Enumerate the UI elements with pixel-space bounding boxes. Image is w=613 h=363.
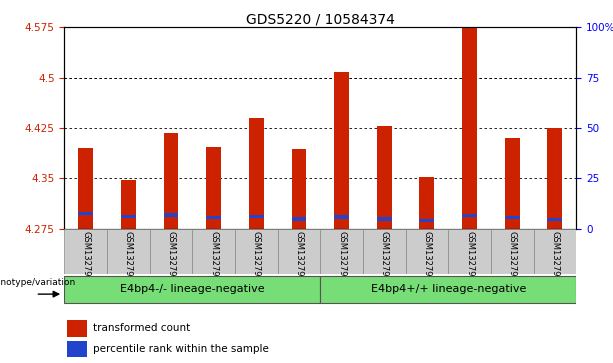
Bar xyxy=(150,229,192,274)
Bar xyxy=(292,217,306,221)
Bar xyxy=(121,218,136,229)
Bar xyxy=(64,229,107,274)
Bar xyxy=(377,126,392,217)
Text: transformed count: transformed count xyxy=(93,323,190,334)
Text: GSM1327931: GSM1327931 xyxy=(337,231,346,287)
Bar xyxy=(67,340,86,357)
Bar xyxy=(121,180,136,215)
Bar xyxy=(164,217,178,229)
Bar xyxy=(419,222,435,229)
Bar xyxy=(292,221,306,229)
Bar xyxy=(249,215,264,218)
Bar xyxy=(377,217,392,221)
Text: GSM1327927: GSM1327927 xyxy=(167,231,175,287)
Bar xyxy=(78,148,93,212)
Bar xyxy=(292,150,306,217)
Bar xyxy=(320,276,576,303)
Bar xyxy=(107,229,150,274)
Bar xyxy=(419,219,435,222)
Bar xyxy=(377,221,392,229)
Bar xyxy=(448,229,491,274)
Bar xyxy=(278,229,320,274)
Bar xyxy=(249,218,264,229)
Bar xyxy=(64,276,320,303)
Bar xyxy=(533,229,576,274)
Text: E4bp4-/- lineage-negative: E4bp4-/- lineage-negative xyxy=(120,285,265,294)
Bar xyxy=(462,217,477,229)
Bar xyxy=(504,219,520,229)
Bar xyxy=(192,229,235,274)
Bar xyxy=(164,132,178,213)
Bar xyxy=(206,147,221,216)
Bar xyxy=(406,229,448,274)
Bar xyxy=(363,229,406,274)
Bar xyxy=(547,221,562,229)
Bar xyxy=(78,215,93,229)
Bar xyxy=(462,214,477,217)
Bar xyxy=(334,215,349,219)
Text: GSM1327926: GSM1327926 xyxy=(124,231,133,287)
Bar xyxy=(164,213,178,217)
Title: GDS5220 / 10584374: GDS5220 / 10584374 xyxy=(246,12,395,26)
Bar xyxy=(249,118,264,215)
Bar xyxy=(547,218,562,221)
Bar xyxy=(78,212,93,215)
Bar xyxy=(547,128,562,218)
Text: E4bp4+/+ lineage-negative: E4bp4+/+ lineage-negative xyxy=(371,285,526,294)
Text: GSM1327934: GSM1327934 xyxy=(465,231,474,287)
Bar xyxy=(206,219,221,229)
Bar xyxy=(235,229,278,274)
Text: GSM1327930: GSM1327930 xyxy=(294,231,303,287)
Bar xyxy=(419,177,435,219)
Bar xyxy=(491,229,533,274)
Text: genotype/variation: genotype/variation xyxy=(0,278,75,287)
Text: GSM1327928: GSM1327928 xyxy=(209,231,218,287)
Text: GSM1327929: GSM1327929 xyxy=(252,231,261,287)
Text: percentile rank within the sample: percentile rank within the sample xyxy=(93,344,268,354)
Text: GSM1327935: GSM1327935 xyxy=(508,231,517,287)
Text: GSM1327933: GSM1327933 xyxy=(422,231,432,287)
Text: GSM1327925: GSM1327925 xyxy=(81,231,90,287)
Bar xyxy=(504,138,520,216)
Bar xyxy=(334,72,349,215)
Bar xyxy=(121,215,136,218)
Bar xyxy=(67,320,86,337)
Bar xyxy=(320,229,363,274)
Text: GSM1327936: GSM1327936 xyxy=(550,231,560,287)
Bar xyxy=(206,216,221,219)
Bar xyxy=(504,216,520,219)
Bar xyxy=(334,219,349,229)
Bar xyxy=(462,27,477,214)
Text: GSM1327932: GSM1327932 xyxy=(380,231,389,287)
